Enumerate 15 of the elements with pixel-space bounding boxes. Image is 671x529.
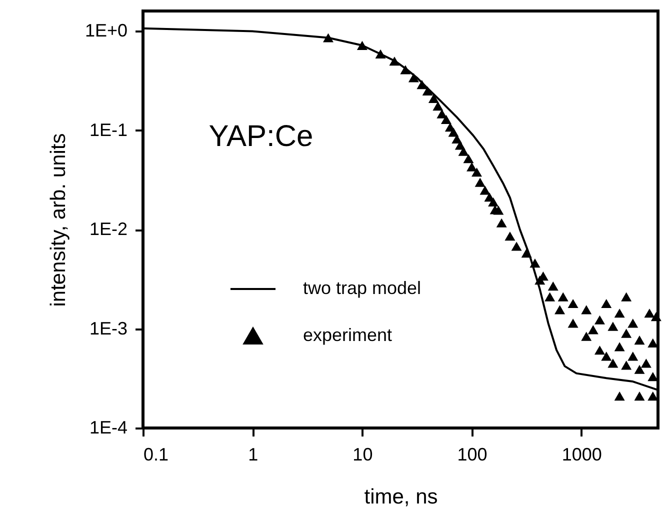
annotation: YAP:Ce bbox=[208, 120, 314, 153]
x-tick-label: 1 bbox=[248, 444, 258, 464]
y-axis-title: intensity, arb. units bbox=[46, 133, 70, 307]
x-tick-label: 100 bbox=[457, 444, 488, 464]
y-tick-label: 1E+0 bbox=[84, 20, 128, 41]
y-tick-label: 1E-1 bbox=[89, 120, 128, 140]
y-tick-label: 1E-2 bbox=[89, 219, 128, 240]
x-tick-label: 0.1 bbox=[144, 444, 169, 464]
x-axis-title: time, ns bbox=[364, 486, 438, 508]
legend-label: two trap model bbox=[303, 278, 422, 298]
legend-label: experiment bbox=[303, 325, 392, 345]
x-tick-label: 10 bbox=[352, 444, 373, 464]
y-tick-label: 1E-3 bbox=[89, 318, 128, 338]
x-tick-label: 1000 bbox=[562, 444, 602, 464]
y-tick-label: 1E-4 bbox=[89, 418, 128, 438]
